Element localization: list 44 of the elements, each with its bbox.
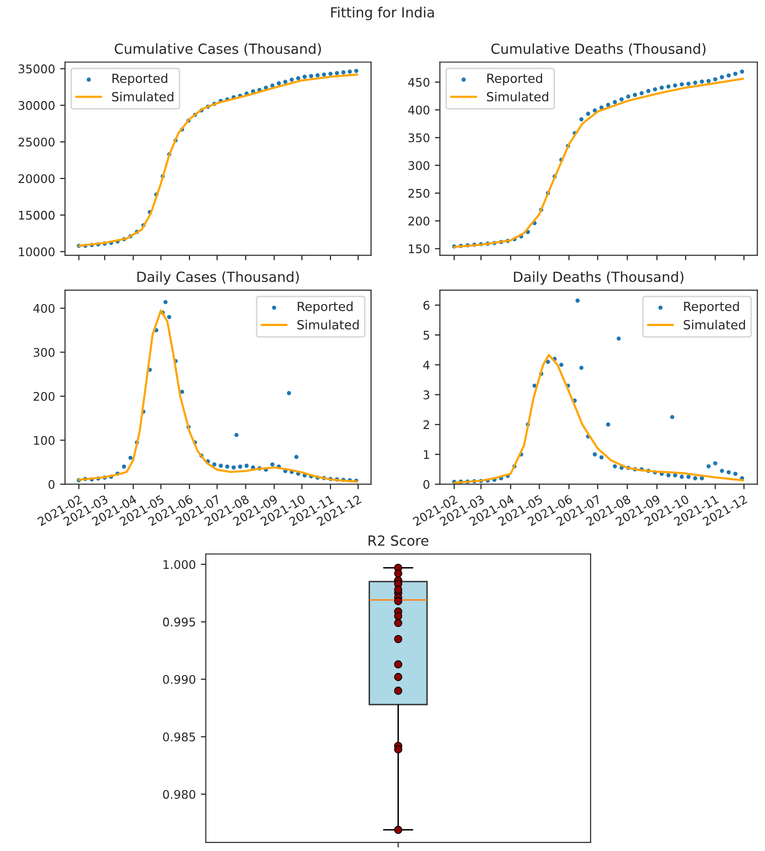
y-tick-label: 2 (424, 420, 429, 430)
y-tick-label: 300 (408, 161, 430, 170)
y-tick-label: 35000 (18, 64, 55, 74)
legend-label: Reported (487, 73, 542, 86)
chart-title: R2 Score (368, 535, 428, 546)
y-tick-label: 15000 (19, 210, 55, 220)
y-tick-label: 6 (423, 300, 430, 310)
legend-label: Simulated (684, 320, 745, 330)
chart-title: Daily Deaths (Thousand) (514, 271, 684, 285)
chart-title: Cumulative Deaths (Thousand) (491, 43, 706, 56)
y-tick-label: 0.990 (163, 675, 196, 684)
y-tick-label: 10000 (19, 247, 55, 256)
y-tick-label: 5 (424, 330, 430, 340)
y-tick-label: 0.980 (163, 790, 196, 799)
chart-title: Cumulative Cases (Thousand) (114, 43, 321, 56)
y-tick-label: 0 (48, 480, 55, 489)
y-tick-label: 25000 (18, 138, 55, 147)
y-tick-label: 400 (33, 304, 55, 313)
chart-title: Daily Cases (Thousand) (137, 271, 299, 285)
text: Fitting for India (331, 6, 434, 20)
y-tick-label: 200 (408, 216, 430, 226)
y-tick-label: 350 (408, 133, 430, 142)
y-tick-label: 0.985 (163, 732, 196, 742)
y-tick-label: 0.995 (163, 618, 196, 626)
y-tick-label: 3 (424, 390, 430, 400)
y-tick-label: 150 (408, 244, 430, 254)
y-tick-label: 0 (423, 480, 430, 489)
legend-label: Simulated (112, 92, 174, 102)
y-tick-label: 4 (423, 360, 430, 370)
legend-label: Reported (112, 73, 168, 86)
y-tick-label: 1.000 (164, 560, 196, 569)
legend-label: Simulated (486, 92, 548, 102)
y-tick-label: 1 (424, 450, 430, 459)
legend-label: Simulated (297, 320, 359, 330)
y-tick-label: 400 (408, 106, 430, 115)
y-tick-label: 100 (34, 436, 55, 445)
legend-label: Reported (298, 301, 353, 314)
y-tick-label: 200 (34, 392, 55, 401)
y-tick-label: 250 (408, 188, 430, 198)
legend-label: Reported (684, 301, 739, 314)
y-tick-label: 20000 (18, 174, 55, 184)
y-tick-label: 450 (408, 78, 430, 87)
y-tick-label: 300 (34, 348, 55, 357)
y-tick-label: 30000 (18, 101, 55, 110)
